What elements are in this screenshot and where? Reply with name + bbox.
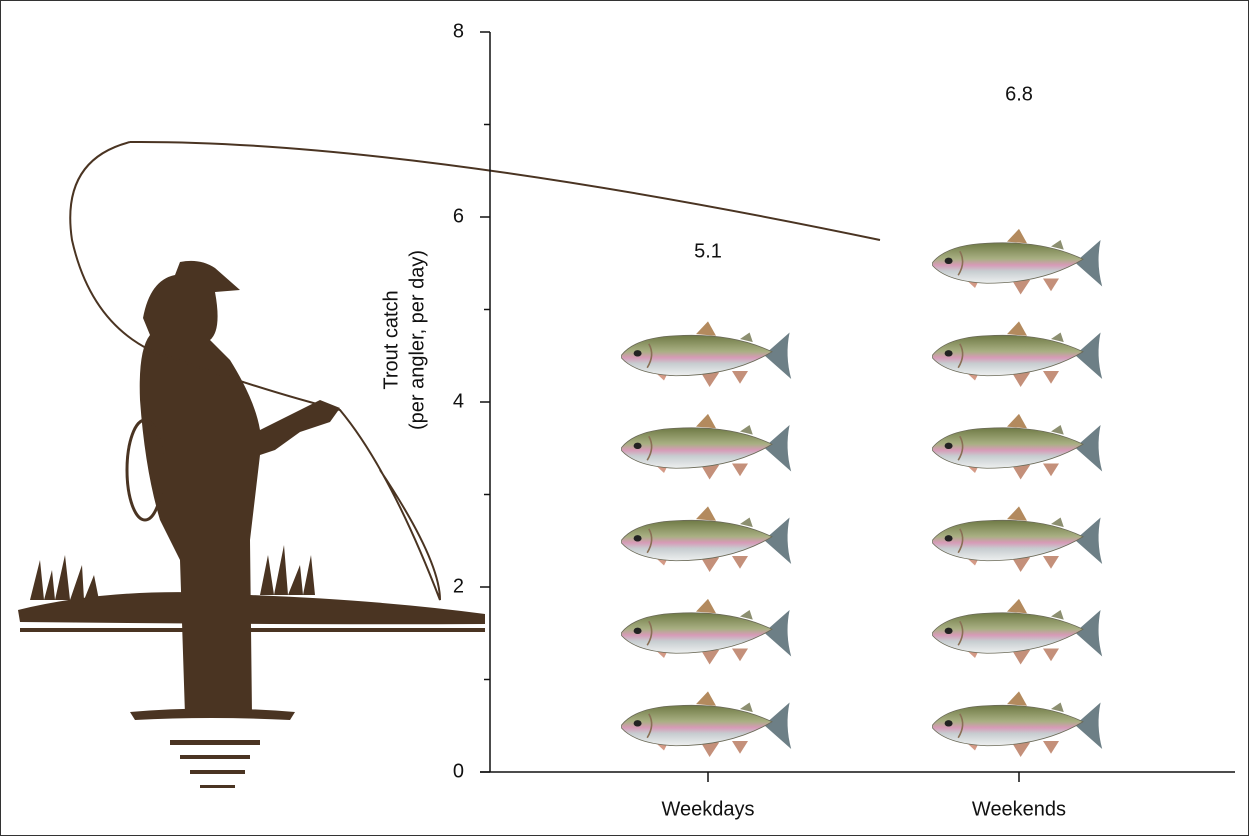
y-tick-label: 0 — [453, 760, 464, 782]
fisherman-illustration — [18, 260, 485, 788]
x-tick-label: Weekdays — [661, 798, 754, 820]
y-axis-label: Trout catch (per angler, per day) — [380, 250, 428, 430]
x-tick-label: Weekends — [972, 798, 1066, 820]
y-tick-label: 8 — [453, 20, 464, 42]
data-label: 5.1 — [694, 241, 722, 263]
y-axis-label-line: Trout catch — [380, 290, 402, 389]
fishing-line — [129, 140, 881, 241]
fishing-line-loop — [69, 141, 441, 601]
data-label: 6.8 — [1005, 83, 1033, 105]
y-tick-label: 6 — [453, 205, 464, 227]
y-tick-label: 2 — [453, 575, 464, 597]
y-tick-label: 4 — [453, 390, 464, 412]
y-axis-label-line: (per angler, per day) — [406, 250, 428, 430]
